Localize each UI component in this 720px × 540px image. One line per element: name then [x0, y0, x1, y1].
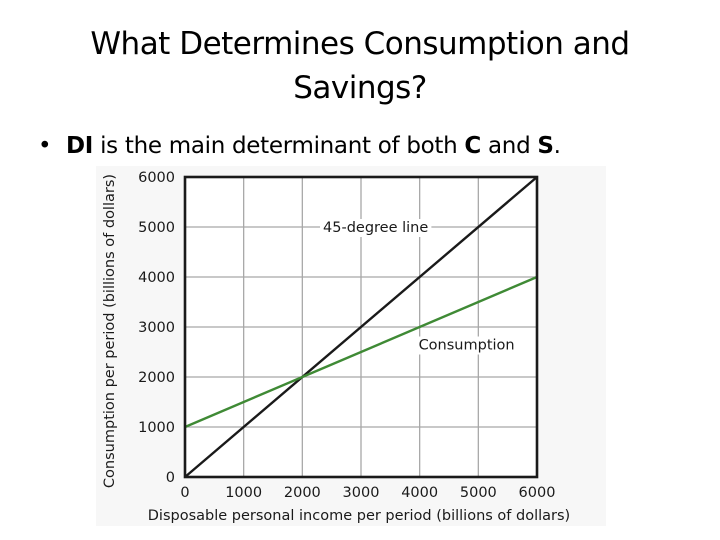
- bullet-bold-c: C: [464, 133, 481, 159]
- y-tick-label: 5000: [138, 220, 175, 236]
- x-tick-label: 6000: [519, 485, 556, 501]
- bullet-bold-s: S: [537, 133, 554, 159]
- y-tick-label: 2000: [138, 370, 175, 386]
- x-tick-label: 1000: [225, 485, 262, 501]
- x-tick-label: 0: [180, 485, 189, 501]
- y-tick-label: 1000: [138, 420, 175, 436]
- slide-title: What Determines Consumption and Savings?: [0, 22, 720, 110]
- bullet-icon: •: [38, 133, 52, 159]
- bullet-text: and: [481, 133, 538, 159]
- y-axis-label: Consumption per period (billions of doll…: [102, 174, 118, 488]
- x-tick-label: 3000: [343, 485, 380, 501]
- x-tick-label: 4000: [401, 485, 438, 501]
- y-tick-label: 4000: [138, 270, 175, 286]
- forty-five-degree-line: [184, 176, 538, 478]
- bullet-text: is the main determinant of both: [93, 133, 465, 159]
- consumption-line: [184, 275, 538, 429]
- y-tick-label: 0: [166, 470, 175, 486]
- y-tick-label: 3000: [138, 320, 175, 336]
- bullet-bold-di: DI: [66, 133, 94, 159]
- slide-title-line2: Savings?: [293, 70, 427, 106]
- annotation-background: [415, 336, 518, 355]
- annotation-45-degree-label: 45-degree line: [323, 220, 428, 236]
- bullet-point: • DI is the main determinant of both C an…: [38, 130, 561, 162]
- x-tick-label: 2000: [284, 485, 321, 501]
- slide-title-line1: What Determines Consumption and: [90, 26, 630, 62]
- y-tick-label: 6000: [138, 170, 175, 186]
- annotation-consumption-label: Consumption: [419, 338, 515, 354]
- plot-frame: [183, 175, 539, 479]
- chart-figure: 45-degree line Consumption 0 1000 2000 3000 40…: [96, 166, 606, 526]
- x-tick-label: 5000: [460, 485, 497, 501]
- bullet-text: .: [553, 133, 561, 159]
- annotation-background: [320, 219, 432, 237]
- x-axis-label: Disposable personal income per period (b…: [148, 508, 570, 524]
- chart-svg: 45-degree line Consumption 0 1000 2000 3000 40…: [102, 170, 570, 524]
